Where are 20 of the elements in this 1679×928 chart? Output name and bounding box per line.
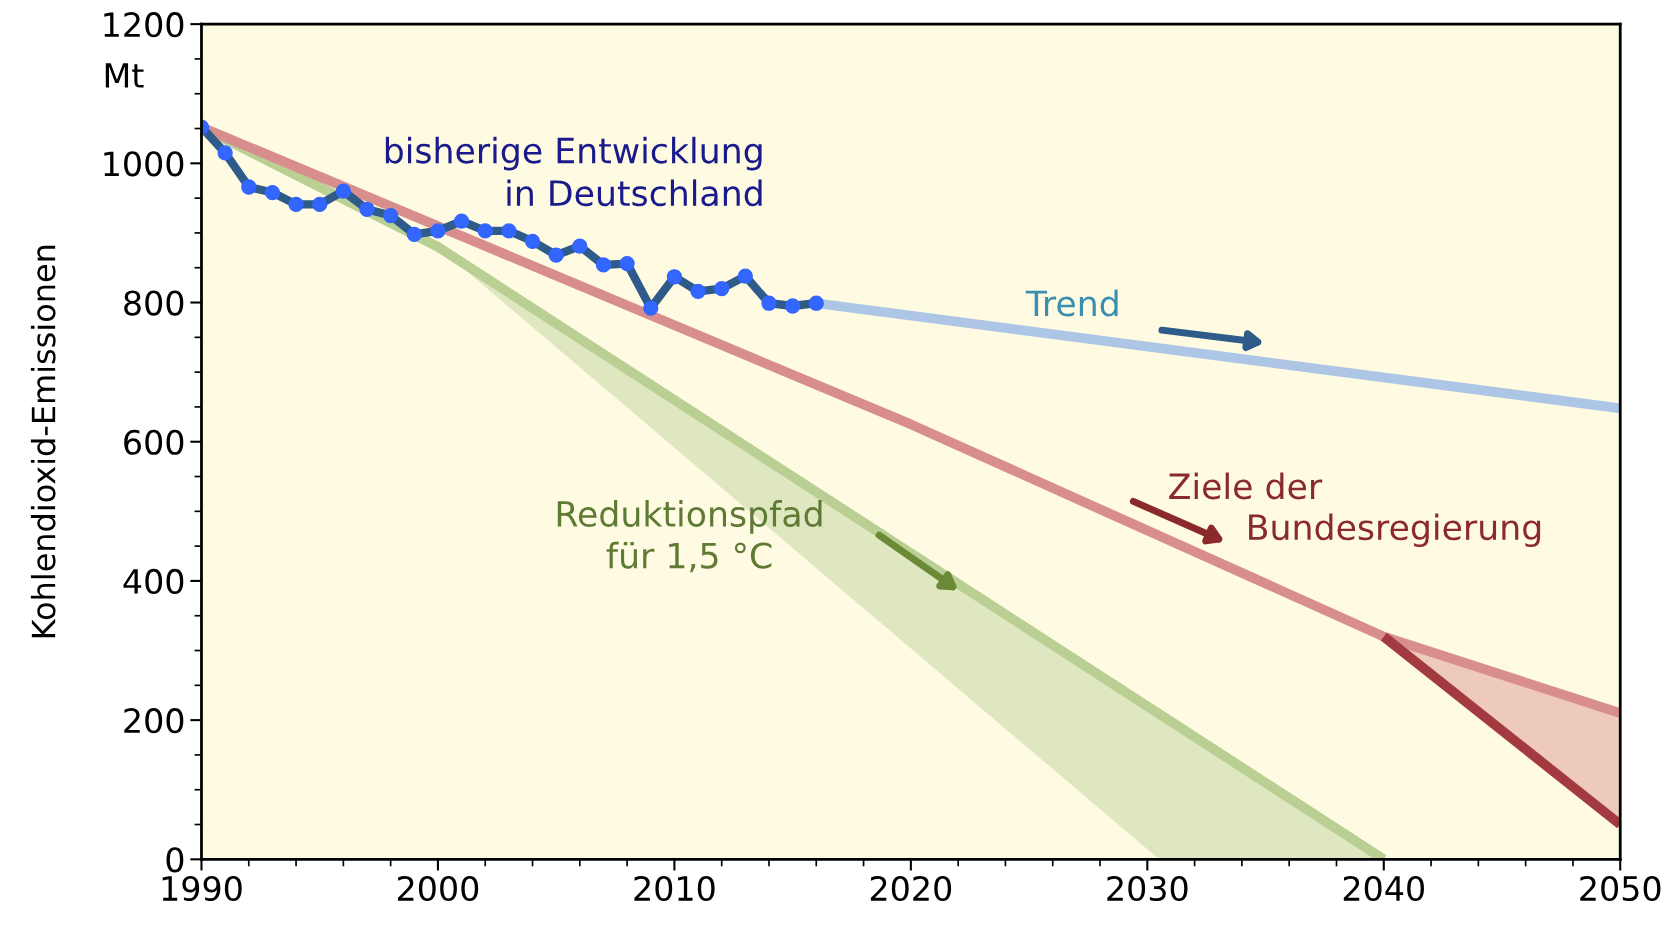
y-tick-label: 1000: [104, 151, 184, 177]
x-tick-label: 2050: [1580, 875, 1661, 902]
x-tick-label: 2010: [634, 875, 715, 902]
x-tick-label: 2040: [1343, 875, 1424, 902]
y-tick-label: 600: [124, 429, 184, 455]
y-tick-label: 200: [124, 708, 184, 734]
x-tick-label: 2030: [1107, 875, 1188, 902]
series-label: Reduktionspfad für 1,5 °C: [557, 500, 822, 573]
y-tick-label: 400: [123, 568, 184, 595]
x-tick-label: 2020: [870, 875, 952, 902]
series-label: Ziele der Bundesregierung: [1169, 472, 1541, 548]
text: Mt: [105, 63, 144, 88]
y-axis-title: Kohlendioxid-Emissionen: [30, 245, 56, 638]
series-label: bisherige Entwicklung in Deutschland: [385, 136, 762, 207]
y-tick-label: 1200: [104, 12, 184, 38]
y-tick-label: 800: [124, 290, 184, 316]
x-tick-label: 1990: [162, 875, 242, 902]
x-tick-label: 2000: [397, 875, 479, 902]
series-label: Trend: [1025, 289, 1118, 317]
y-tick-label: 0: [166, 847, 184, 873]
